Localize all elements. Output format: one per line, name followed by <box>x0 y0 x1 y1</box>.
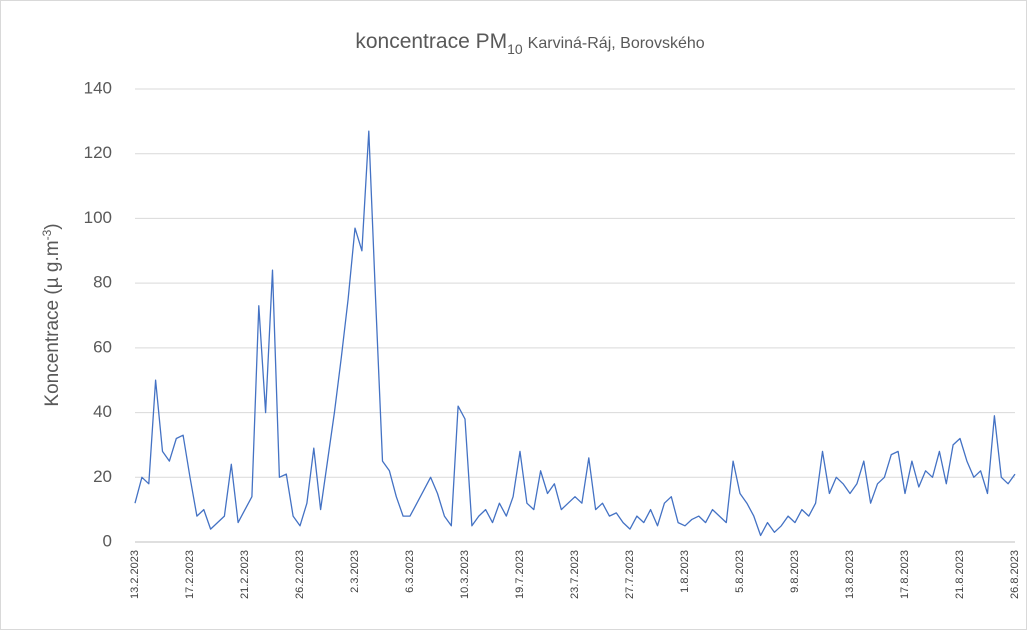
y-tick-label: 100 <box>84 208 112 227</box>
y-tick-label: 60 <box>93 337 112 356</box>
x-tick-label: 6.3.2023 <box>404 550 416 593</box>
data-line <box>134 130 1016 537</box>
y-axis-label: Koncentrace (µ g.m-3) <box>40 223 63 406</box>
x-tick-label: 5.8.2023 <box>734 550 746 593</box>
y-tick-label: 140 <box>84 78 112 97</box>
x-tick-label: 13.2.2023 <box>129 550 141 599</box>
title-station: Karviná-Ráj, Borovského <box>528 35 705 52</box>
title-subscript: 10 <box>507 41 523 57</box>
title-main: koncentrace PM <box>355 30 507 53</box>
x-tick-label: 9.8.2023 <box>789 550 801 593</box>
y-label-superscript: -3 <box>40 229 54 240</box>
y-label-end: ) <box>42 223 63 229</box>
x-tick-label: 10.3.2023 <box>459 550 471 599</box>
y-tick-label: 40 <box>93 402 112 421</box>
x-tick-label: 19.7.2023 <box>514 550 526 599</box>
x-tick-label: 1.8.2023 <box>679 550 691 593</box>
y-label-main: Koncentrace (µ g.m <box>42 240 63 406</box>
y-tick-label: 20 <box>93 467 112 486</box>
x-tick-label: 21.8.2023 <box>954 550 966 599</box>
x-tick-label: 21.2.2023 <box>239 550 251 599</box>
y-tick-label: 120 <box>84 143 112 162</box>
x-tick-label: 17.2.2023 <box>184 550 196 599</box>
x-tick-label: 27.7.2023 <box>624 550 636 599</box>
x-tick-label: 2.3.2023 <box>349 550 361 593</box>
x-tick-label: 23.7.2023 <box>569 550 581 599</box>
x-tick-label: 26.8.2023 <box>1009 550 1021 599</box>
y-tick-label: 80 <box>93 273 112 292</box>
x-tick-label: 13.8.2023 <box>844 550 856 599</box>
y-tick-label: 0 <box>103 531 112 550</box>
x-tick-label: 26.2.2023 <box>294 550 306 599</box>
x-tick-label: 17.8.2023 <box>899 550 911 599</box>
chart-title: koncentrace PM10 Karviná-Ráj, Borovského <box>355 30 704 57</box>
